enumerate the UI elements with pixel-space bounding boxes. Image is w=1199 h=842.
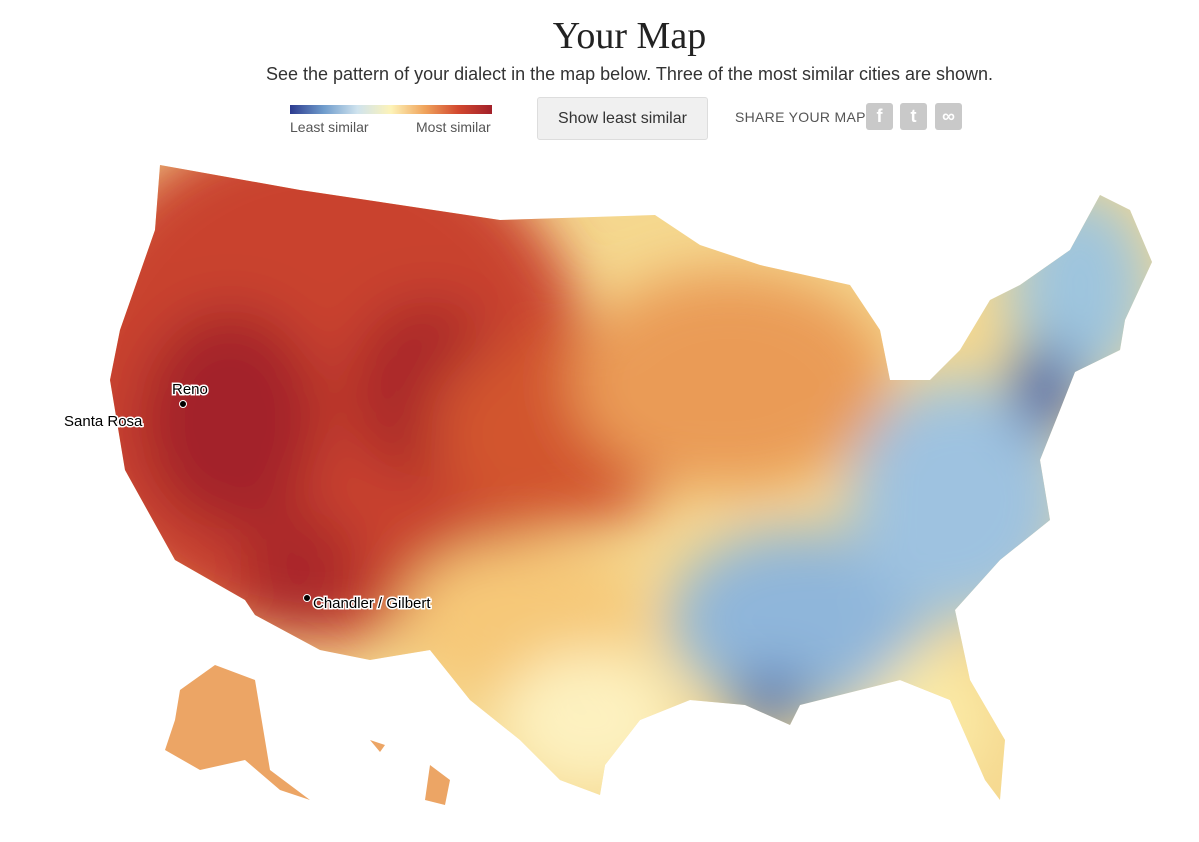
city-label: Reno [172, 381, 208, 398]
share-label: SHARE YOUR MAP: [735, 109, 870, 125]
legend-high: Most similar [416, 119, 491, 135]
facebook-icon[interactable]: f [866, 103, 893, 130]
subtitle: See the pattern of your dialect in the m… [265, 64, 994, 84]
title: Your Map [552, 15, 707, 57]
link-icon[interactable]: ∞ [935, 103, 962, 130]
alaska [165, 665, 310, 800]
twitter-icon[interactable]: t [900, 103, 927, 130]
city-label: Chandler / Gilbert [313, 595, 431, 612]
city-label: Santa Rosa [64, 413, 143, 430]
toggle-button[interactable]: Show least similar [537, 97, 708, 140]
city-dot [303, 594, 311, 602]
hawaii [370, 740, 450, 805]
legend-low: Least similar [290, 119, 369, 135]
city-dot [179, 400, 187, 408]
legend-gradient [290, 105, 492, 114]
